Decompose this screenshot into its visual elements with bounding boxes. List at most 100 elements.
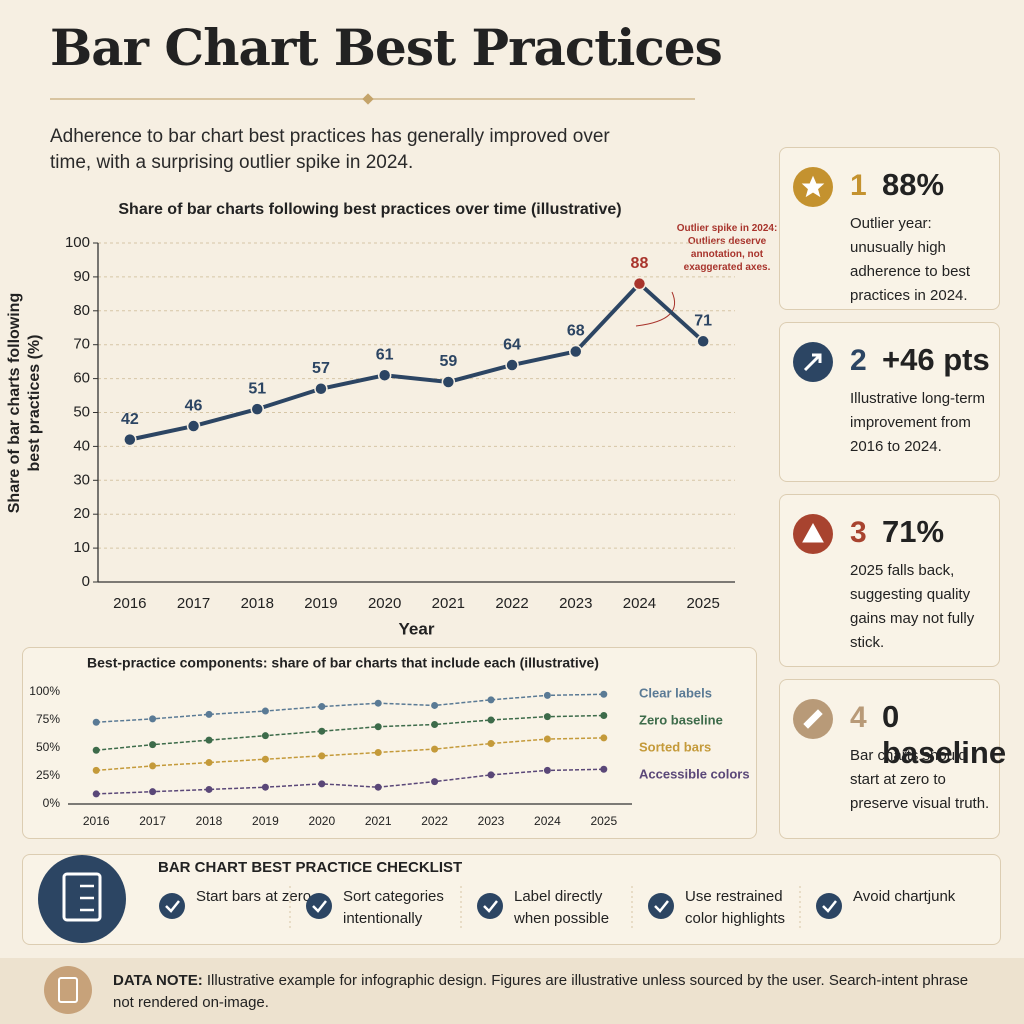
- point: [149, 788, 157, 796]
- check-mark: [483, 900, 498, 913]
- check-icon: [816, 893, 842, 919]
- point: [374, 699, 382, 707]
- data-label: 46: [185, 397, 203, 414]
- point: [696, 334, 710, 349]
- check-mark: [654, 900, 669, 913]
- x-tick-label: 2022: [495, 595, 528, 612]
- point: [487, 740, 495, 748]
- card-number: 2: [850, 344, 867, 377]
- card-text: Bar charts should start at zero to prese…: [850, 747, 990, 812]
- x-tick-label: 2020: [368, 595, 401, 612]
- point: [600, 734, 608, 742]
- point: [149, 762, 157, 770]
- data-label: 88: [631, 255, 649, 272]
- y-tick-label: 50%: [36, 740, 60, 754]
- card-number: 4: [850, 701, 867, 734]
- legend-label: Clear labels: [639, 685, 712, 700]
- check-mark: [312, 900, 327, 913]
- data-label: 57: [312, 360, 330, 377]
- y-tick-label: 40: [73, 437, 90, 454]
- data-label: 64: [503, 336, 521, 353]
- point: [318, 780, 326, 788]
- x-tick-label: 2021: [432, 595, 465, 612]
- point: [123, 432, 137, 447]
- x-tick-label: 2019: [304, 595, 337, 612]
- checklist-title: BAR CHART BEST PRACTICE CHECKLIST: [158, 859, 463, 876]
- point: [92, 790, 100, 798]
- point: [205, 710, 213, 718]
- x-tick-label: 2024: [623, 595, 656, 612]
- check-item: Label directly when possible: [514, 888, 610, 927]
- point: [543, 713, 551, 721]
- x-tick-label: 2023: [559, 595, 592, 612]
- point: [205, 736, 213, 744]
- y-tick-label: 0: [82, 573, 90, 590]
- point: [314, 382, 328, 396]
- point: [250, 402, 264, 416]
- point: [487, 771, 495, 779]
- check-item: Use restrained color highlights: [685, 888, 786, 927]
- point: [543, 691, 551, 699]
- mini-panel: [22, 647, 757, 839]
- note-text: Illustrative example for infographic des…: [113, 972, 969, 1011]
- check-item: Start bars at zero: [196, 888, 312, 905]
- card-value: 71%: [882, 514, 945, 549]
- point: [431, 745, 439, 753]
- y-tick-label: 100: [65, 234, 90, 251]
- card-glyph: [803, 353, 822, 372]
- line: [96, 737, 604, 772]
- point: [374, 783, 382, 791]
- y-tick-label: 80: [73, 302, 90, 319]
- point: [487, 696, 495, 704]
- x-tick-label: 2025: [686, 595, 719, 612]
- x-tick-label: 2017: [139, 814, 166, 828]
- clipboard: [62, 872, 102, 922]
- point: [92, 718, 100, 726]
- point: [600, 712, 608, 720]
- point: [92, 746, 100, 754]
- x-tick-label: 2018: [196, 814, 223, 828]
- legend-label: Sorted bars: [639, 739, 711, 754]
- card-value: 0 baseline: [882, 699, 1007, 770]
- check-icon: [306, 893, 332, 919]
- data-label: 68: [567, 323, 585, 340]
- x-tick-label: 2016: [113, 595, 146, 612]
- point: [318, 752, 326, 760]
- x-tick-label: 2018: [241, 595, 274, 612]
- x-tick-label: 2020: [308, 814, 335, 828]
- point: [487, 716, 495, 724]
- x-tick-label: 2017: [177, 595, 210, 612]
- card-glyph: [801, 175, 825, 198]
- card-number: 3: [850, 516, 867, 549]
- point: [205, 759, 213, 767]
- page-title: Bar Chart Best Practices: [50, 18, 723, 77]
- x-tick-label: 2022: [421, 814, 448, 828]
- point: [569, 344, 583, 359]
- card-glyph: [802, 522, 824, 543]
- y-tick-label: 75%: [36, 712, 60, 726]
- point: [205, 785, 213, 793]
- card-text: Illustrative long-term improvement from …: [850, 390, 986, 455]
- x-tick-label: 2023: [478, 814, 505, 828]
- check-mark: [822, 900, 837, 913]
- data-note: DATA NOTE: Illustrative example for info…: [113, 970, 993, 1014]
- check-icon: [648, 893, 674, 919]
- card-value: +46 pts: [882, 342, 990, 377]
- y-tick-label: 90: [73, 268, 90, 285]
- intro: Adherence to bar chart best practices ha…: [50, 126, 610, 173]
- card-glyph: [803, 709, 823, 729]
- card-text: 2025 falls back, suggesting quality gain…: [850, 562, 975, 651]
- note-band: [0, 958, 1024, 1024]
- annotation-arrow: [635, 291, 676, 327]
- check-mark: [165, 900, 180, 913]
- point: [543, 735, 551, 743]
- data-label: 61: [376, 346, 394, 363]
- point: [186, 419, 201, 433]
- data-label: 42: [121, 411, 139, 428]
- point: [92, 766, 100, 774]
- line: [96, 714, 604, 751]
- note-label: DATA NOTE:: [113, 972, 203, 989]
- point: [261, 783, 269, 791]
